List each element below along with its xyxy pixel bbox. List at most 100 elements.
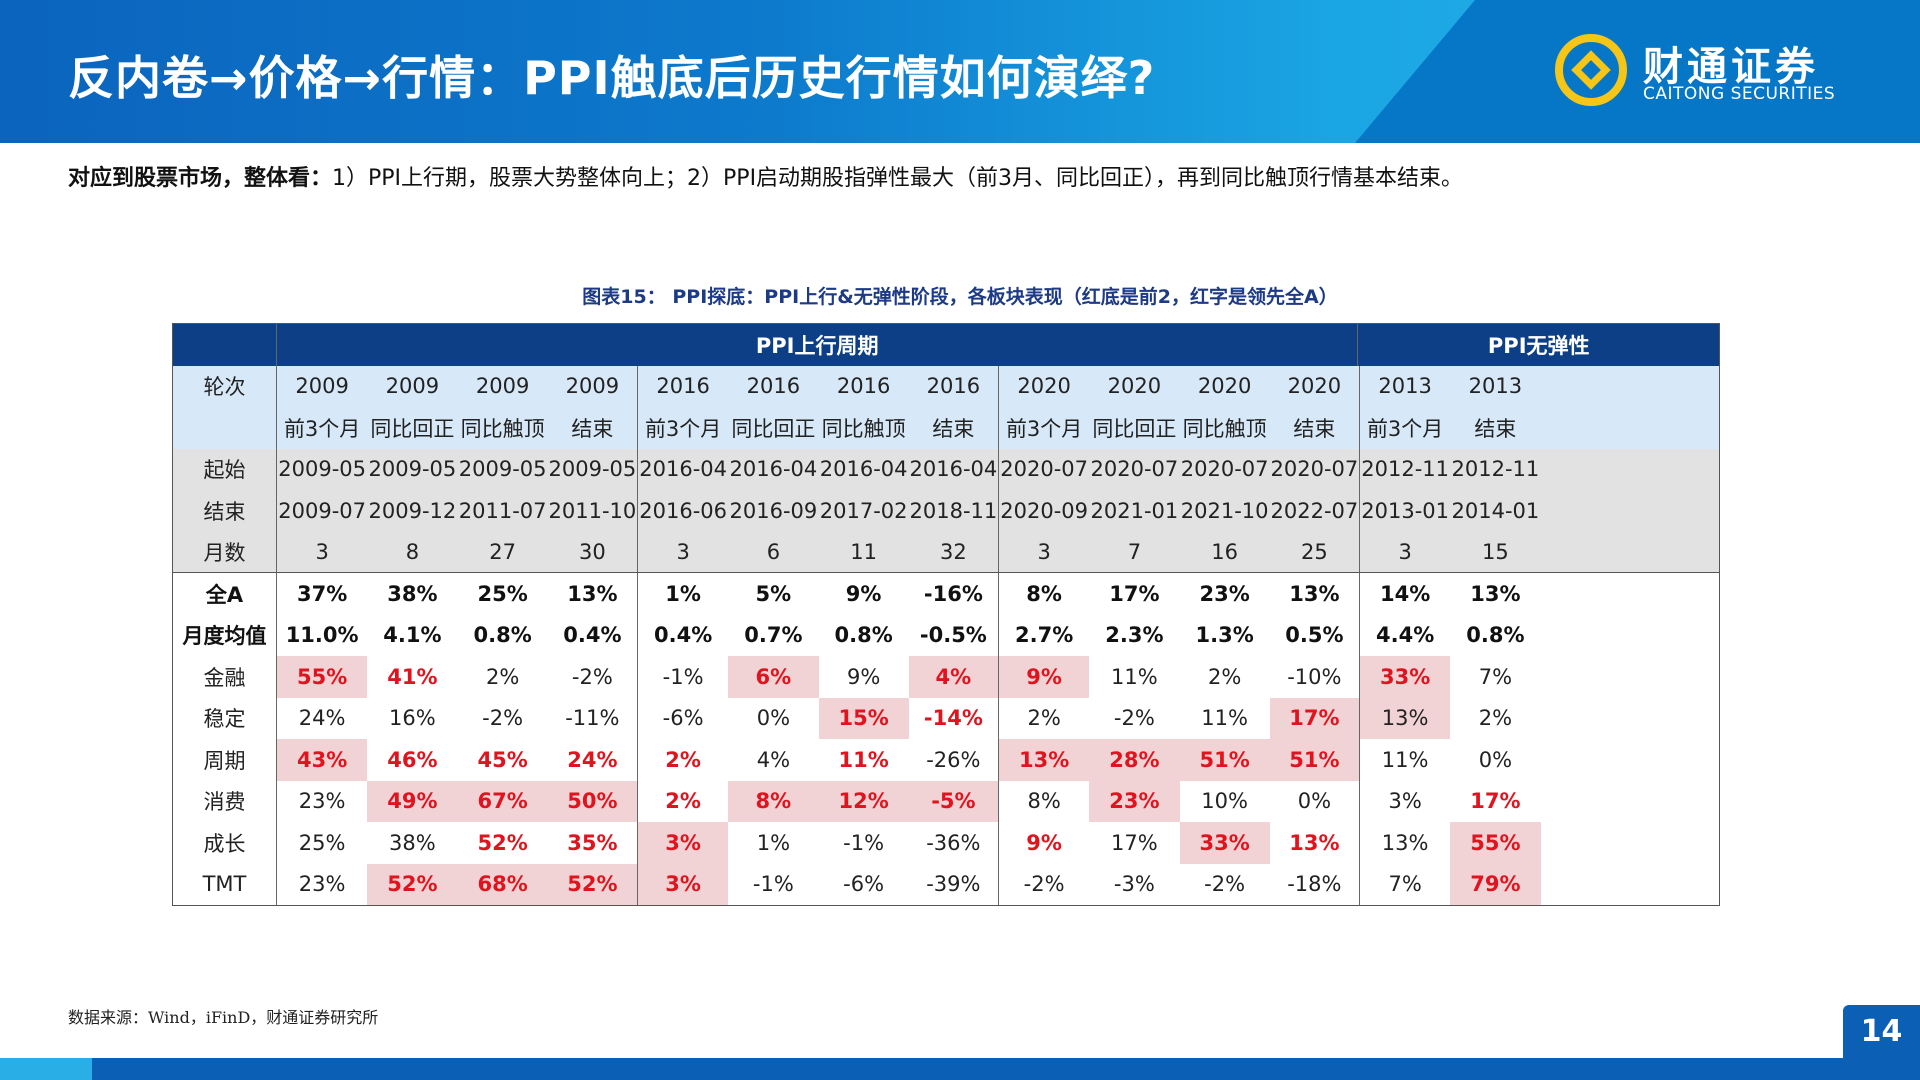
table-cell: 2020-07 [1180,457,1269,482]
table-cell: 23% [1089,780,1180,822]
table-cell: 0.8% [473,623,532,648]
table-cell: 结束 [1474,416,1517,441]
table-cell: 15 [1482,539,1509,564]
table-cell: 2009 [385,374,440,399]
row-label: 金融 [173,656,277,698]
table-cell: -5% [908,780,999,822]
table-cell: 结束 [1270,407,1360,449]
table-cell: 前3个月 [644,416,722,441]
table-cell: 13% [1360,697,1451,739]
table-cell: 2014-01 [1451,498,1540,523]
row-label: 全A [173,573,277,615]
table-cell: 0.5% [1270,614,1360,656]
table-cell: -18% [1270,863,1360,905]
table-cell: 7 [1127,539,1142,564]
table-cell: -2% [1023,872,1065,897]
table-cell: 同比回正 [1092,416,1177,441]
table-group-header-row: PPI上行周期 PPI无弹性 [173,324,1719,366]
table-cell: 8 [405,539,420,564]
table-cell: 17% [1269,697,1360,739]
table-cell: 17% [1109,581,1160,606]
row-label: 稳定 [173,697,277,739]
table-cell: -2% [548,656,638,698]
table-cell: 8% [728,780,819,822]
table-cell: 9% [845,581,882,606]
table-cell: -2% [1204,872,1246,897]
table-cell: -6% [662,706,704,731]
page-number: 14 [1843,1005,1920,1058]
row-label: TMT [173,863,277,905]
table-cell: 11% [1201,706,1248,731]
table-cell: 2020 [1107,374,1162,399]
table-cell: 6% [728,656,819,698]
table-cell: 12% [818,780,909,822]
row-label: 周期 [173,739,277,781]
sector-performance-table: PPI上行周期 PPI无弹性 轮次 2009 2009 2009 2009 2016 2016 2… [172,323,1720,906]
table-cell: 11 [850,539,877,564]
table-cell: 11% [1111,664,1158,689]
table-cell: 24% [548,739,638,781]
group-header-spacer [173,324,277,366]
table-cell: 2020-07 [1090,457,1179,482]
table-cell: 0.4% [548,614,638,656]
table-cell: 30 [548,531,638,572]
table-cell: 2012-11 [1361,457,1449,482]
table-cell: 37% [296,581,348,606]
table-cell: 同比触顶 [460,416,545,441]
table-cell: 2017-02 [819,498,908,523]
table-cell: -36% [909,822,999,864]
table-cell: 2013 [1468,374,1523,399]
table-cell: 32 [909,531,999,572]
row-label: 结束 [173,490,277,532]
logo-emblem-icon [1555,34,1627,106]
table-cell: 前3个月 [1366,416,1444,441]
table-cell: -1% [662,664,704,689]
table-cell: 结束 [548,407,638,449]
table-cell: 52% [477,830,528,855]
table-cell: 11% [838,747,889,772]
group-header: PPI无弹性 [1487,333,1590,358]
table-cell: 2016 [746,374,801,399]
table-cell: 2009-07 [278,498,366,523]
table-cell: 25% [477,581,528,606]
table-cell: 1% [665,581,701,606]
sector-row: TMT 23% 52% 68% 52% 3% -1% -6% -39% -2% -3% -2% -18%… [173,863,1719,905]
table-cell: 35% [548,822,638,864]
table-cell: 13% [999,739,1090,781]
table-cell: 3 [676,539,690,564]
table-cell: 0.8% [834,623,893,648]
table-cell: 68% [457,863,548,905]
table-cell: 13% [548,573,638,615]
table-cell: 2020 [1017,374,1071,399]
table-cell: 23% [1199,581,1250,606]
table-cell: 3 [1398,539,1412,564]
table-cell: 8% [1026,581,1062,606]
table-cell: 2% [665,789,701,814]
table-cell: 16% [389,706,436,731]
table-cell: 3% [638,863,729,905]
table-cell: 2016 [836,374,891,399]
table-cell: 0% [1270,780,1360,822]
table-cell: 2016-04 [639,457,727,482]
row-label: 月数 [173,531,277,572]
table-cell: 2016 [656,374,710,399]
table-cell: 2020 [1197,374,1252,399]
table-cell: 前3个月 [1005,416,1083,441]
table-cell: 9% [846,664,881,689]
table-cell: 2% [1027,706,1061,731]
table-cell: -1% [752,872,794,897]
table-cell: 10% [1201,789,1248,814]
table-cell: 45% [477,747,528,772]
group-header: PPI上行周期 [277,324,1359,366]
bottom-bar [0,1058,1920,1080]
page-title: 反内卷→价格→行情：PPI触底后历史行情如何演绎? [68,51,1156,105]
table-cell: 2020-09 [1000,498,1088,523]
table-cell: 14% [1379,581,1431,606]
table-cell: -39% [909,863,999,905]
table-cell: 52% [547,863,638,905]
row-label: 月度均值 [173,614,277,656]
table-caption: 图表15： PPI探底：PPI上行&无弹性阶段，各板块表现（红底是前2，红字是领… [582,286,1338,308]
header-row: 前3个月 同比回正 同比触顶 结束 前3个月 同比回正 同比触顶 结束 前3个月 同比回正 同比触顶… [173,407,1719,449]
table-cell: 17% [1111,830,1158,855]
data-source-note: 数据来源：Wind，iFinD，财通证券研究所 [68,1008,379,1027]
